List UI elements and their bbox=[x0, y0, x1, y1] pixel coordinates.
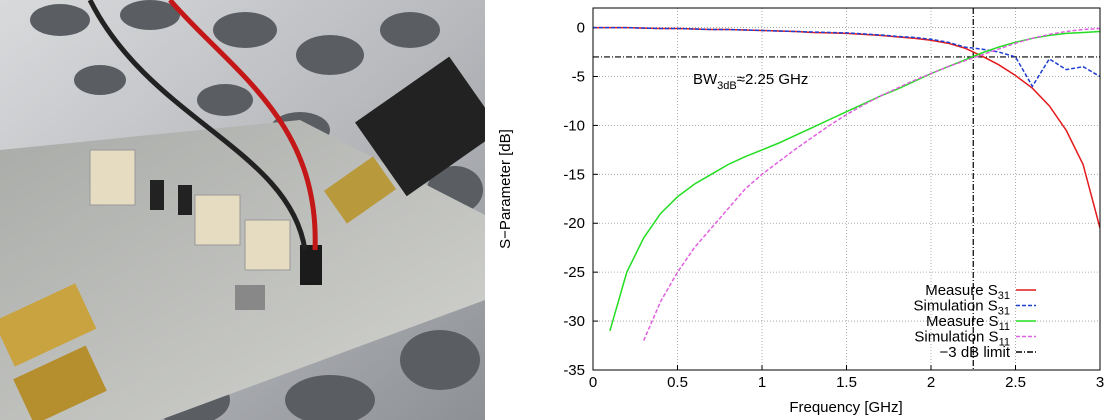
y-tick-label: -30 bbox=[563, 313, 585, 330]
y-tick-label: 0 bbox=[577, 20, 585, 37]
chart: S−Parameter [dB] Frequency [GHz] 0 0.5 1 1.… bbox=[490, 0, 1110, 420]
photo bbox=[0, 0, 485, 420]
y-tick-label: -35 bbox=[563, 362, 585, 379]
y-tick-label: -5 bbox=[572, 68, 585, 85]
y-tick-label: -20 bbox=[563, 215, 585, 232]
legend-name: −3 dB limit bbox=[940, 344, 1011, 361]
annotation-text: BW bbox=[693, 71, 718, 88]
legend-name: Simulation S bbox=[914, 298, 998, 315]
legend-sub: 11 bbox=[999, 321, 1010, 333]
y-tick-label: -15 bbox=[563, 166, 585, 183]
legend-name: Measure S bbox=[926, 313, 999, 330]
x-axis-label: Frequency [GHz] bbox=[789, 399, 902, 416]
y-axis-label: S−Parameter [dB] bbox=[497, 129, 514, 249]
legend-label: −3 dB limit bbox=[940, 344, 1011, 361]
x-tick-label: 3 bbox=[1096, 374, 1104, 391]
legend-name: Simulation S bbox=[914, 329, 998, 346]
x-tick-label: 2 bbox=[927, 374, 935, 391]
legend-sub: 31 bbox=[998, 290, 1010, 302]
y-tick-label: -25 bbox=[563, 264, 585, 281]
y-tick-label: -10 bbox=[563, 117, 585, 134]
annotation: BW3dB≈2.25 GHz bbox=[693, 71, 808, 92]
legend-name: Measure S bbox=[925, 282, 998, 299]
x-tick-label: 1 bbox=[758, 374, 766, 391]
page: S−Parameter [dB] Frequency [GHz] 0 0.5 1 1.… bbox=[0, 0, 1110, 420]
annotation-rest: ≈2.25 GHz bbox=[737, 71, 809, 88]
x-tick-label: 2.5 bbox=[1005, 374, 1026, 391]
x-tick-label: 0.5 bbox=[667, 374, 688, 391]
series-line bbox=[593, 28, 1100, 229]
x-tick-label: 0 bbox=[589, 374, 597, 391]
legend-sub: 31 bbox=[998, 306, 1010, 318]
annotation-sub: 3dB bbox=[717, 80, 737, 92]
x-tick-label: 1.5 bbox=[836, 374, 857, 391]
